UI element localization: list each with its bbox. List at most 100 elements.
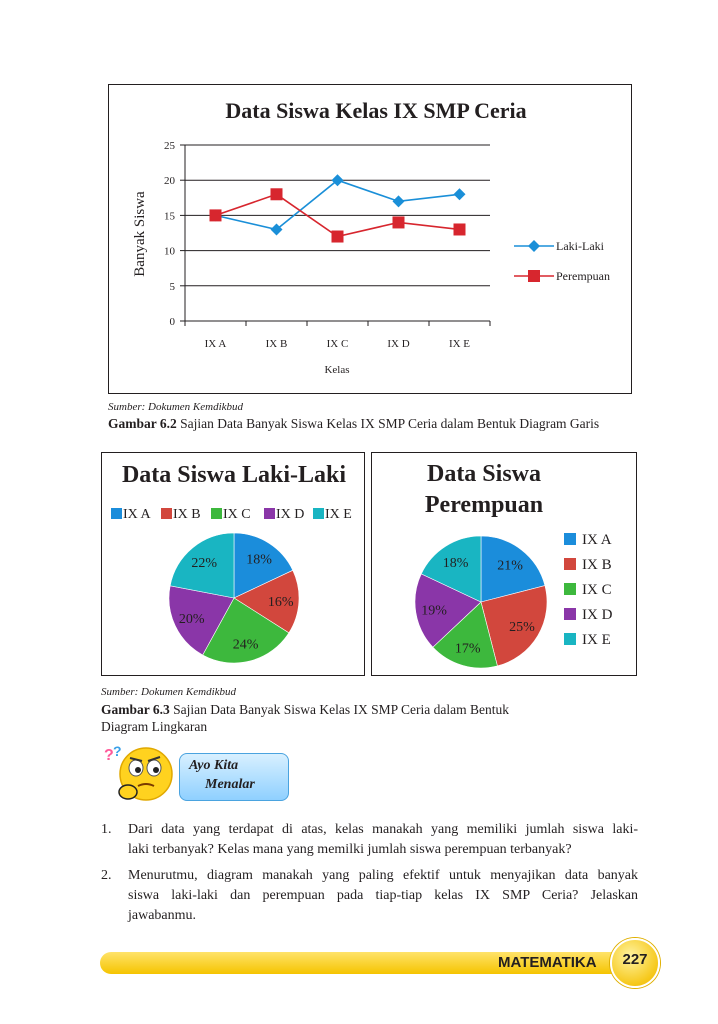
pie-data-label: 22% [191, 556, 217, 571]
data-point-perempuan [270, 188, 283, 201]
legend-label: IX A [582, 532, 612, 548]
legend-swatch [564, 558, 576, 570]
y-tick-label: 20 [164, 175, 176, 187]
pie-slice-ix-b [480, 585, 548, 667]
svg-text:?: ? [113, 744, 122, 759]
legend-marker [528, 270, 540, 282]
caption-1-text: Sajian Data Banyak Siswa Kelas IX SMP Ce… [176, 416, 600, 431]
pie-data-label: 18% [443, 556, 469, 571]
data-point-laki-laki [453, 188, 466, 201]
footer-bar [100, 952, 636, 974]
caption-2-number: Gambar 6.3 [101, 702, 170, 717]
legend-swatch [111, 508, 122, 519]
legend-label: IX B [582, 557, 612, 573]
caption-1-number: Gambar 6.2 [108, 416, 177, 431]
x-axis-label: Kelas [324, 364, 349, 376]
ayo-kita-menalar-badge [179, 753, 289, 801]
thinking-face-icon: ? ? [104, 744, 173, 801]
y-axis-label: Banyak Siswa [132, 191, 148, 277]
x-tick-label: IX A [205, 338, 227, 350]
pie-slice-ix-d [168, 585, 235, 656]
pie-chart-left: Data Siswa Laki-Laki IX A IX B IX C IX D IX E… [111, 462, 352, 664]
legend-label: IX B [173, 507, 201, 522]
data-point-laki-laki [392, 195, 405, 208]
pie-slice-ix-c [432, 601, 498, 669]
badge-line-2: Menalar [205, 777, 255, 792]
x-tick-label: IX D [387, 338, 409, 350]
pie-data-label: 19% [421, 603, 447, 618]
data-point-perempuan [392, 216, 405, 229]
y-tick-label: 10 [164, 246, 176, 258]
legend-swatch [564, 633, 576, 645]
x-tick-label: IX C [327, 338, 349, 350]
caption-2-line-1: Sajian Data Banyak Siswa Kelas IX SMP Ce… [169, 702, 509, 717]
chart-title: Data Siswa Laki-Laki [122, 462, 346, 488]
y-tick-label: 0 [170, 316, 176, 328]
pie-data-label: 18% [246, 552, 272, 567]
question-2-line-3: jawabanmu. [128, 908, 197, 923]
source-note-2: Sumber: Dokumen Kemdikbud [101, 686, 237, 698]
y-tick-label: 25 [164, 140, 176, 152]
page-number: 227 [622, 951, 648, 968]
figure-caption-1: Gambar 6.2 Sajian Data Banyak Siswa Kela… [108, 415, 599, 432]
question-2-line-2: siswa laki-laki dan perempuan pada tiap-… [128, 888, 638, 903]
legend-label: IX C [223, 507, 251, 522]
x-tick-label: IX B [266, 338, 288, 350]
legend-label: Perempuan [556, 269, 610, 283]
y-tick-label: 5 [170, 281, 176, 293]
legend-swatch [161, 508, 172, 519]
legend-label: IX D [276, 507, 304, 522]
source-note-1: Sumber: Dokumen Kemdikbud [108, 401, 244, 413]
data-point-perempuan [209, 209, 222, 222]
pie-slice-ix-e [420, 535, 482, 603]
chart-title: Data Siswa Kelas IX SMP Ceria [225, 98, 526, 123]
pie-slice-ix-a [233, 532, 294, 599]
legend-swatch [264, 508, 275, 519]
series-line-laki-laki [215, 179, 460, 231]
pie-data-label: 21% [497, 558, 523, 573]
badge-line-1: Ayo Kita [189, 758, 239, 773]
legend-label: IX E [582, 632, 611, 648]
question-2-number: 2. [101, 868, 112, 883]
legend-swatch [564, 608, 576, 620]
legend-label: Laki-Laki [556, 239, 605, 253]
line-chart: Data Siswa Kelas IX SMP Ceria 0 5 10 15 20 25 I… [132, 98, 610, 376]
data-point-perempuan [453, 223, 466, 236]
pie-slice-ix-a [480, 535, 546, 603]
pie-slice-ix-d [414, 573, 482, 648]
question-1-line-1: Dari data yang terdapat di atas, kelas m… [128, 822, 638, 837]
pie-slice-ix-c [202, 597, 290, 664]
legend-swatch [313, 508, 324, 519]
line-chart-frame [108, 84, 632, 394]
data-point-perempuan [331, 230, 344, 243]
svg-text:?: ? [104, 747, 114, 764]
legend-label: IX E [325, 507, 352, 522]
page-number-badge [610, 938, 660, 988]
pie-data-label: 20% [179, 612, 205, 627]
legend-label: IX C [582, 582, 612, 598]
data-point-laki-laki [331, 174, 344, 187]
pie-slice-ix-e [169, 532, 235, 599]
question-1-line-2: laki terbanyak? Kelas mana yang memilki … [128, 842, 572, 857]
chart-title-line-1: Data Siswa [427, 461, 541, 487]
caption-2-line-2: Diagram Lingkaran [101, 719, 208, 734]
legend-label: IX A [123, 507, 152, 522]
chart-title-line-2: Perempuan [425, 492, 543, 518]
legend-swatch [211, 508, 222, 519]
figure-caption-2: Gambar 6.3 Sajian Data Banyak Siswa Kela… [101, 701, 509, 735]
legend-marker [528, 240, 540, 252]
question-1-number: 1. [101, 822, 112, 837]
x-tick-label: IX E [449, 338, 470, 350]
pie-data-label: 25% [509, 620, 535, 635]
pie-data-label: 17% [455, 642, 481, 657]
y-tick-label: 15 [164, 210, 176, 222]
pie-data-label: 16% [268, 595, 294, 610]
legend-swatch [564, 533, 576, 545]
pie-data-label: 24% [233, 637, 259, 652]
question-2-line-1: Menurutmu, diagram manakah yang paling e… [128, 868, 638, 883]
pie-chart-right: Data Siswa Perempuan IX A IX B IX C IX D IX E 2… [414, 461, 613, 669]
legend-label: IX D [582, 607, 613, 623]
pie-slice-ix-b [233, 569, 300, 634]
data-point-laki-laki [270, 223, 283, 236]
footer-subject: MATEMATIKA [498, 954, 597, 971]
